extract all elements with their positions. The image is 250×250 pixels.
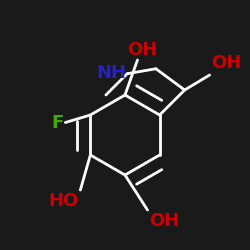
Text: OH: OH [211, 54, 241, 72]
Text: OH: OH [150, 212, 180, 230]
Text: HO: HO [49, 192, 79, 210]
Text: NH: NH [96, 64, 126, 82]
Text: F: F [51, 114, 63, 132]
Text: OH: OH [128, 41, 158, 59]
